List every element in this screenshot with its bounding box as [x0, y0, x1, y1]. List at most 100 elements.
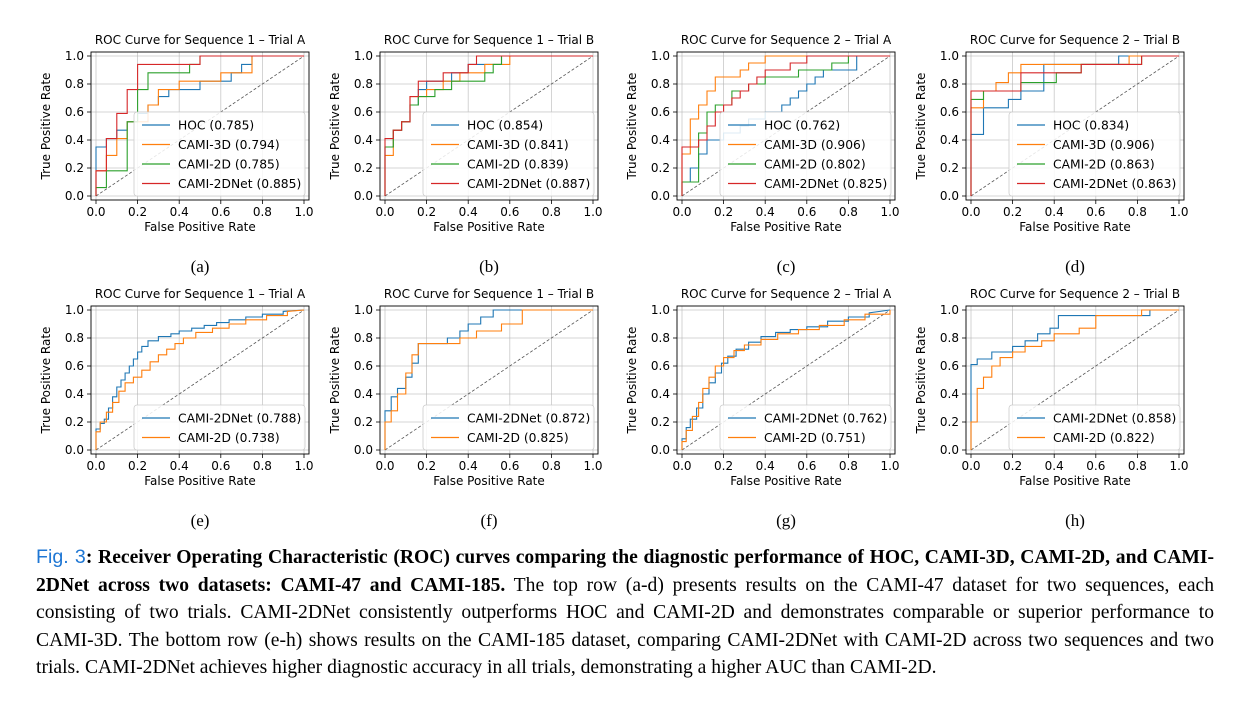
- legend-label: CAMI-2D (0.738): [178, 431, 280, 445]
- x-tick-label: 1.0: [294, 205, 313, 219]
- legend-label: CAMI-2D (0.825): [467, 431, 569, 445]
- y-tick-label: 0.2: [354, 415, 373, 429]
- y-axis-label: True Positive Rate: [914, 327, 928, 435]
- figure-label: Fig. 3: [36, 546, 86, 568]
- chance-diagonal: [95, 309, 305, 451]
- axes-frame: [965, 51, 1185, 201]
- legend: CAMI-2DNet (0.858) CAMI-2D (0.822): [1008, 404, 1181, 451]
- x-axis-label: False Positive Rate: [730, 220, 842, 234]
- legend-label: CAMI-2DNet (0.863): [1053, 177, 1176, 191]
- y-tick-label: 0.2: [651, 415, 670, 429]
- roc-curve-cami-2d: [384, 309, 593, 450]
- caption-body-text: The top row (a-d) presents results on th…: [36, 574, 1215, 679]
- y-tick-label: 1.0: [651, 49, 670, 63]
- x-tick-label: 0.6: [500, 459, 519, 473]
- y-tick-label: 0.8: [651, 77, 670, 91]
- y-tick-label: 0.8: [354, 77, 373, 91]
- panel-title: ROC Curve for Sequence 1 – Trial B: [384, 287, 594, 301]
- x-tick-label: 1.0: [294, 459, 313, 473]
- x-tick-label: 0.2: [417, 459, 436, 473]
- y-axis-label: True Positive Rate: [914, 73, 928, 181]
- y-tick-label: 0.2: [354, 161, 373, 175]
- y-tick-label: 0.6: [354, 105, 373, 119]
- roc-panel-h: ROC Curve for Sequence 2 – Trial B 0.0 0.2…: [914, 287, 1189, 530]
- legend: HOC (0.854) CAMI-3D (0.841) CAMI-2D (0.839…: [422, 111, 595, 197]
- x-tick-label: 0.0: [961, 459, 980, 473]
- legend-label: CAMI-3D (0.794): [178, 138, 280, 152]
- y-axis-label: True Positive Rate: [625, 73, 639, 181]
- legend-label: HOC (0.762): [764, 119, 840, 133]
- y-tick-label: 0.8: [651, 331, 670, 345]
- x-tick-label: 0.0: [86, 205, 105, 219]
- x-tick-label: 0.0: [672, 205, 691, 219]
- x-axis-label: False Positive Rate: [144, 474, 256, 488]
- legend: CAMI-2DNet (0.872) CAMI-2D (0.825): [422, 404, 595, 451]
- caption-bold-text: Receiver Operating Characteristic (ROC) …: [36, 547, 1214, 596]
- y-tick-label: 0.4: [940, 387, 959, 401]
- x-tick-label: 0.0: [961, 205, 980, 219]
- panel-title: ROC Curve for Sequence 2 – Trial A: [681, 33, 892, 47]
- y-tick-label: 0.8: [65, 331, 84, 345]
- x-tick-label: 0.8: [839, 459, 858, 473]
- y-tick-label: 0.0: [65, 443, 84, 457]
- y-tick-label: 0.8: [354, 331, 373, 345]
- legend-label: CAMI-2D (0.822): [1053, 431, 1155, 445]
- y-tick-label: 0.6: [354, 359, 373, 373]
- y-tick-label: 0.4: [65, 133, 84, 147]
- x-tick-label: 0.6: [211, 459, 230, 473]
- x-tick-label: 0.2: [417, 205, 436, 219]
- x-tick-label: 1.0: [583, 459, 602, 473]
- x-tick-label: 0.4: [756, 205, 775, 219]
- roc-panel-b: ROC Curve for Sequence 1 – Trial B 0.0 0.2…: [328, 33, 603, 276]
- x-tick-label: 0.4: [170, 205, 189, 219]
- y-axis-label: True Positive Rate: [39, 73, 53, 181]
- panel-title: ROC Curve for Sequence 1 – Trial A: [95, 33, 306, 47]
- figure-label-sep: :: [85, 547, 93, 568]
- roc-curve-cami-2dnet: [970, 55, 1179, 196]
- y-tick-label: 1.0: [940, 303, 959, 317]
- chance-diagonal: [970, 309, 1180, 451]
- x-tick-label: 0.4: [1045, 459, 1064, 473]
- panel-title: ROC Curve for Sequence 1 – Trial A: [95, 287, 306, 301]
- y-tick-label: 0.8: [940, 77, 959, 91]
- y-tick-label: 0.2: [940, 161, 959, 175]
- chance-diagonal: [384, 309, 594, 451]
- y-tick-label: 0.4: [651, 387, 670, 401]
- axes-frame: [379, 51, 599, 201]
- y-tick-label: 0.4: [354, 387, 373, 401]
- roc-panel-f: ROC Curve for Sequence 1 – Trial B 0.0 0.2…: [328, 287, 603, 530]
- x-tick-label: 0.8: [542, 205, 561, 219]
- panel-letter: (b): [479, 257, 499, 276]
- legend-label: CAMI-2D (0.751): [764, 431, 866, 445]
- y-tick-label: 1.0: [354, 303, 373, 317]
- y-axis-label: True Positive Rate: [328, 73, 342, 181]
- x-tick-label: 0.6: [1086, 205, 1105, 219]
- roc-curve-cami-2dnet: [384, 55, 593, 196]
- legend: HOC (0.762) CAMI-3D (0.906) CAMI-2D (0.802…: [719, 111, 892, 197]
- y-tick-label: 0.0: [651, 189, 670, 203]
- roc-curve-cami-2d: [95, 309, 305, 450]
- x-axis-label: False Positive Rate: [1019, 220, 1131, 234]
- x-axis-label: False Positive Rate: [433, 220, 545, 234]
- roc-curve-cami-2dnet: [970, 309, 1179, 450]
- panel-title: ROC Curve for Sequence 1 – Trial B: [384, 33, 594, 47]
- axes-frame: [90, 51, 310, 201]
- roc-panel-d: ROC Curve for Sequence 2 – Trial B 0.0 0.2…: [914, 33, 1189, 276]
- y-tick-label: 1.0: [940, 49, 959, 63]
- x-axis-label: False Positive Rate: [730, 474, 842, 488]
- panel-letter: (f): [481, 511, 498, 530]
- legend-label: CAMI-3D (0.906): [764, 138, 866, 152]
- roc-curve-cami-2dnet: [681, 309, 891, 450]
- x-tick-label: 1.0: [1169, 459, 1188, 473]
- legend-label: CAMI-2DNet (0.872): [467, 412, 590, 426]
- panel-letter: (d): [1065, 257, 1085, 276]
- y-tick-label: 0.0: [354, 189, 373, 203]
- legend-box: [719, 404, 892, 451]
- roc-panel-e: ROC Curve for Sequence 1 – Trial A 0.0 0.2…: [39, 287, 314, 530]
- legend: CAMI-2DNet (0.762) CAMI-2D (0.751): [719, 404, 892, 451]
- axes-frame: [379, 305, 599, 455]
- x-axis-label: False Positive Rate: [433, 474, 545, 488]
- x-tick-label: 0.4: [1045, 205, 1064, 219]
- y-tick-label: 0.2: [65, 161, 84, 175]
- y-tick-label: 1.0: [65, 303, 84, 317]
